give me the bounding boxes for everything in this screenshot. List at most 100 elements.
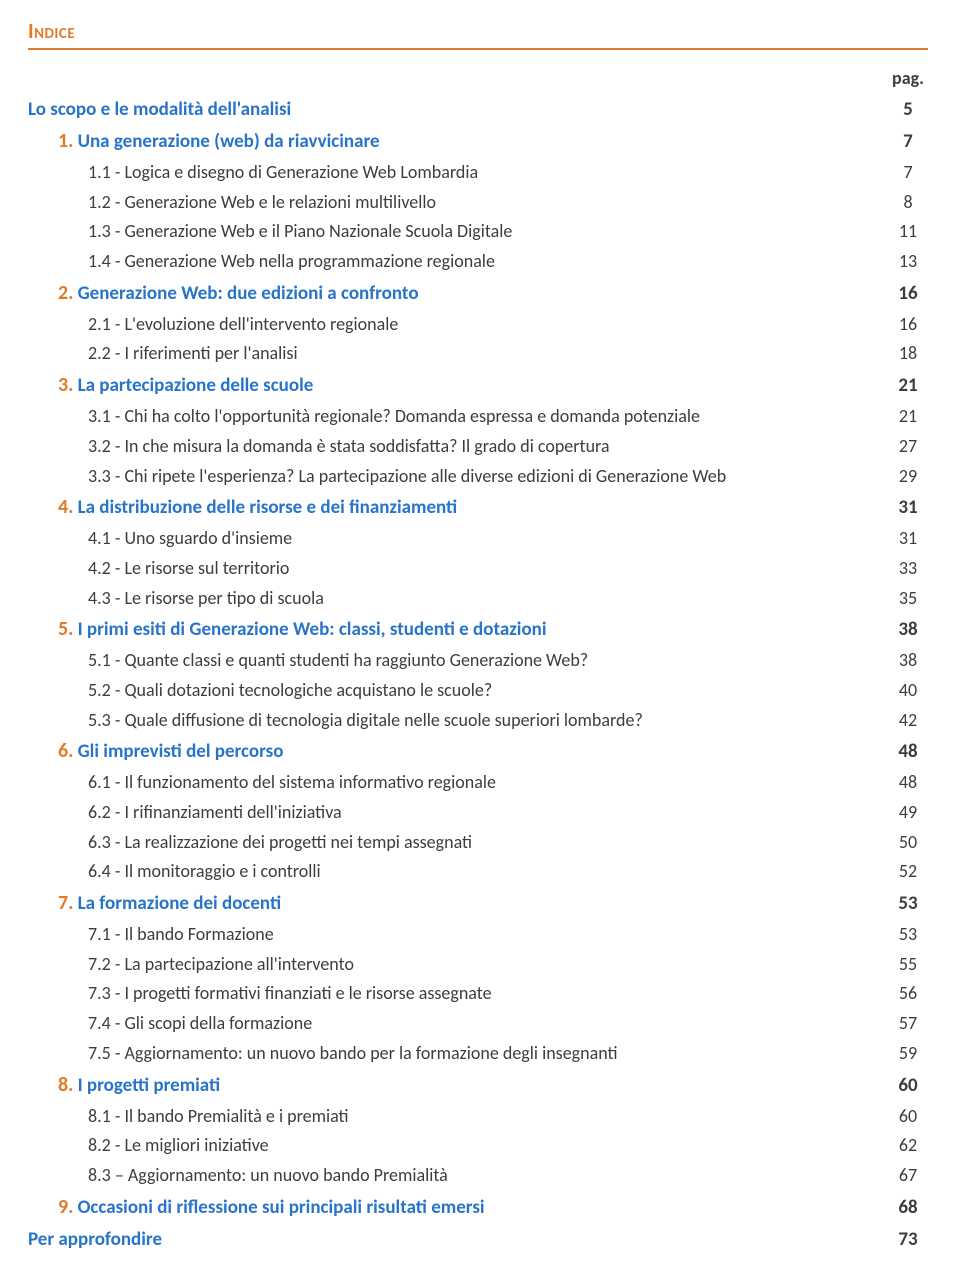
subsection-page: 31: [888, 524, 928, 554]
subsection-page: 55: [888, 950, 928, 980]
section-row: 2. Generazione Web: due edizioni a confr…: [28, 277, 928, 310]
intro-row: Lo scopo e le modalità dell'analisi 5: [28, 94, 928, 125]
subsection-row: 4.1 - Uno sguardo d'insieme31: [28, 524, 928, 554]
section-page: 7: [888, 126, 928, 157]
subsection-page: 13: [888, 247, 928, 277]
section-page: 38: [888, 614, 928, 645]
subsection-label: 6.2 - I rifinanziamenti dell'iniziativa: [88, 798, 888, 828]
subsection-label: 5.2 - Quali dotazioni tecnologiche acqui…: [88, 676, 888, 706]
section-title: La partecipazione delle scuole: [78, 374, 314, 397]
subsection-page: 8: [888, 188, 928, 218]
subsection-label: 5.1 - Quante classi e quanti studenti ha…: [88, 646, 888, 676]
section-number: 5.: [58, 617, 73, 641]
subsection-label: 3.2 - In che misura la domanda è stata s…: [88, 432, 888, 462]
subsection-row: 7.1 - Il bando Formazione53: [28, 920, 928, 950]
section-row: 8. I progetti premiati60: [28, 1069, 928, 1102]
section-title: I progetti premiati: [78, 1074, 221, 1097]
subsection-row: 1.4 - Generazione Web nella programmazio…: [28, 247, 928, 277]
subsection-label: 1.3 - Generazione Web e il Piano Naziona…: [88, 217, 888, 247]
section-number: 6.: [58, 739, 73, 763]
section-number: 1.: [58, 129, 73, 153]
subsection-label: 3.3 - Chi ripete l'esperienza? La partec…: [88, 462, 888, 492]
section-number: 2.: [58, 281, 73, 305]
section-row: 6. Gli imprevisti del percorso48: [28, 735, 928, 768]
page-column-header: pag.: [888, 64, 928, 94]
subsection-row: 7.2 - La partecipazione all'intervento55: [28, 950, 928, 980]
subsection-label: 4.1 - Uno sguardo d'insieme: [88, 524, 888, 554]
footer-row: Per approfondire 73: [28, 1224, 928, 1255]
section-number: 7.: [58, 891, 73, 915]
section-label: 2. Generazione Web: due edizioni a confr…: [58, 277, 888, 310]
subsection-page: 57: [888, 1009, 928, 1039]
section-row: 7. La formazione dei docenti53: [28, 887, 928, 920]
subsection-label: 8.1 - Il bando Premialità e i premiati: [88, 1102, 888, 1132]
section-row: 5. I primi esiti di Generazione Web: cla…: [28, 613, 928, 646]
subsection-row: 5.1 - Quante classi e quanti studenti ha…: [28, 646, 928, 676]
section-title: I primi esiti di Generazione Web: classi…: [78, 618, 547, 641]
subsection-row: 6.4 - Il monitoraggio e i controlli52: [28, 857, 928, 887]
subsection-label: 4.3 - Le risorse per tipo di scuola: [88, 584, 888, 614]
section-label: 8. I progetti premiati: [58, 1069, 888, 1102]
subsection-row: 7.4 - Gli scopi della formazione57: [28, 1009, 928, 1039]
section-number: 4.: [58, 495, 73, 519]
subsection-page: 18: [888, 339, 928, 369]
subsection-row: 6.3 - La realizzazione dei progetti nei …: [28, 828, 928, 858]
subsection-label: 8.2 - Le migliori iniziative: [88, 1131, 888, 1161]
section-title: Occasioni di riflessione sui principali …: [78, 1196, 485, 1219]
section-label: 6. Gli imprevisti del percorso: [58, 735, 888, 768]
section-number: 8.: [58, 1073, 73, 1097]
section-page: 48: [888, 736, 928, 767]
subsection-page: 49: [888, 798, 928, 828]
subsection-row: 2.1 - L'evoluzione dell'intervento regio…: [28, 310, 928, 340]
subsection-page: 60: [888, 1102, 928, 1132]
section-label: 4. La distribuzione delle risorse e dei …: [58, 491, 888, 524]
subsection-row: 7.3 - I progetti formativi finanziati e …: [28, 979, 928, 1009]
section-row: 4. La distribuzione delle risorse e dei …: [28, 491, 928, 524]
section-page: 31: [888, 492, 928, 523]
subsection-label: 6.1 - Il funzionamento del sistema infor…: [88, 768, 888, 798]
section-label: 5. I primi esiti di Generazione Web: cla…: [58, 613, 888, 646]
section-page: 68: [888, 1192, 928, 1223]
subsection-page: 62: [888, 1131, 928, 1161]
intro-page: 5: [888, 94, 928, 125]
subsection-label: 1.2 - Generazione Web e le relazioni mul…: [88, 188, 888, 218]
section-title: La formazione dei docenti: [78, 892, 282, 915]
section-number: 9.: [58, 1195, 73, 1219]
intro-title: Lo scopo e le modalità dell'analisi: [28, 94, 888, 125]
footer-page: 73: [888, 1224, 928, 1255]
subsection-label: 4.2 - Le risorse sul territorio: [88, 554, 888, 584]
subsection-row: 8.2 - Le migliori iniziative62: [28, 1131, 928, 1161]
section-page: 53: [888, 888, 928, 919]
section-title: Una generazione (web) da riavvicinare: [78, 130, 380, 153]
subsection-page: 59: [888, 1039, 928, 1069]
subsection-page: 48: [888, 768, 928, 798]
subsection-row: 3.3 - Chi ripete l'esperienza? La partec…: [28, 462, 928, 492]
subsection-row: 4.2 - Le risorse sul territorio33: [28, 554, 928, 584]
subsection-page: 33: [888, 554, 928, 584]
section-title: Generazione Web: due edizioni a confront…: [78, 282, 419, 305]
subsection-label: 1.4 - Generazione Web nella programmazio…: [88, 247, 888, 277]
subsection-page: 16: [888, 310, 928, 340]
subsection-label: 6.3 - La realizzazione dei progetti nei …: [88, 828, 888, 858]
subsection-row: 4.3 - Le risorse per tipo di scuola35: [28, 584, 928, 614]
subsection-row: 6.1 - Il funzionamento del sistema infor…: [28, 768, 928, 798]
subsection-page: 29: [888, 462, 928, 492]
footer-title: Per approfondire: [28, 1224, 888, 1255]
subsection-page: 40: [888, 676, 928, 706]
section-title: Gli imprevisti del percorso: [78, 740, 284, 763]
subsection-page: 42: [888, 706, 928, 736]
section-row: 3. La partecipazione delle scuole21: [28, 369, 928, 402]
subsection-page: 7: [888, 158, 928, 188]
subsection-row: 5.3 - Quale diffusione di tecnologia dig…: [28, 706, 928, 736]
subsection-row: 8.1 - Il bando Premialità e i premiati60: [28, 1102, 928, 1132]
subsection-label: 7.3 - I progetti formativi finanziati e …: [88, 979, 888, 1009]
section-row: 1. Una generazione (web) da riavvicinare…: [28, 125, 928, 158]
subsection-page: 35: [888, 584, 928, 614]
subsection-row: 6.2 - I rifinanziamenti dell'iniziativa4…: [28, 798, 928, 828]
subsection-page: 52: [888, 857, 928, 887]
subsection-label: 5.3 - Quale diffusione di tecnologia dig…: [88, 706, 888, 736]
subsection-row: 2.2 - I riferimenti per l'analisi18: [28, 339, 928, 369]
subsection-row: 3.2 - In che misura la domanda è stata s…: [28, 432, 928, 462]
section-label: 7. La formazione dei docenti: [58, 887, 888, 920]
subsection-page: 67: [888, 1161, 928, 1191]
